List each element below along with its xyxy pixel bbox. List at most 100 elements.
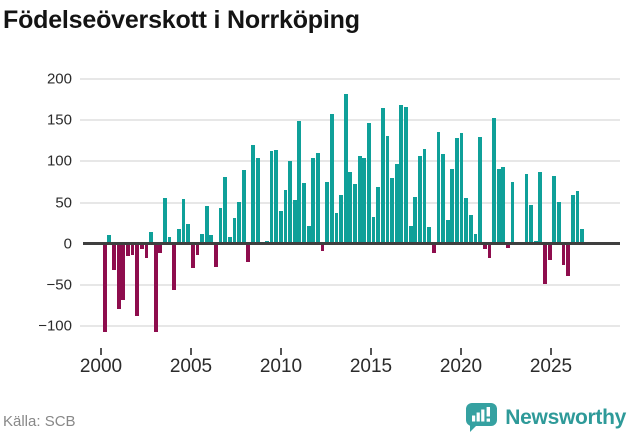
- x-axis-label: 2025: [529, 356, 573, 377]
- bar: [538, 172, 543, 244]
- bar: [214, 245, 218, 267]
- source-note: Källa: SCB: [3, 413, 76, 430]
- y-axis-label: 150: [46, 111, 72, 129]
- bar: [566, 245, 571, 276]
- gridline: [80, 325, 620, 327]
- bar: [487, 245, 492, 259]
- bar: [130, 245, 135, 256]
- bar: [478, 136, 483, 244]
- bar: [139, 245, 144, 250]
- bar: [255, 158, 260, 244]
- bar: [125, 245, 130, 256]
- brand-footer: Newsworthy: [465, 402, 626, 433]
- bar: [561, 245, 566, 265]
- newsworthy-logo-icon: [465, 402, 498, 433]
- bar: [362, 158, 367, 244]
- y-axis-label: −100: [38, 317, 72, 335]
- bar: [107, 234, 112, 244]
- x-axis-tick: [280, 348, 282, 355]
- bar: [575, 191, 580, 244]
- bar: [408, 226, 413, 244]
- bar: [390, 177, 394, 244]
- bar: [204, 205, 209, 244]
- bar: [311, 158, 316, 244]
- page-title: Födelseöverskott i Norrköping: [3, 6, 360, 34]
- gridline: [80, 283, 620, 286]
- bar: [292, 200, 297, 244]
- bar: [353, 183, 357, 244]
- bar: [334, 213, 339, 244]
- bar: [552, 176, 557, 244]
- bar: [394, 163, 399, 244]
- bar: [283, 190, 288, 244]
- bar: [316, 153, 320, 244]
- bar: [339, 195, 343, 244]
- x-axis-tick: [190, 348, 192, 355]
- bar: [547, 245, 552, 260]
- x-axis-tick: [550, 348, 552, 355]
- bar: [492, 117, 496, 244]
- bar: [473, 233, 478, 244]
- bar: [246, 245, 251, 262]
- bar: [227, 237, 232, 244]
- x-axis-label: 2020: [439, 356, 483, 377]
- gridline: [80, 119, 620, 122]
- bar: [464, 198, 469, 244]
- y-axis-label: 100: [46, 152, 72, 170]
- bar: [455, 137, 459, 244]
- bar: [181, 199, 186, 244]
- bar: [417, 155, 422, 244]
- bar: [557, 201, 561, 244]
- bar: [190, 245, 195, 269]
- bar: [167, 237, 172, 244]
- bar: [269, 150, 274, 244]
- bar: [501, 167, 506, 244]
- bar: [404, 107, 408, 244]
- bar: [195, 245, 200, 256]
- bar: [459, 132, 464, 244]
- bar: [570, 195, 575, 244]
- bar: [153, 245, 158, 333]
- bar: [325, 181, 330, 244]
- bar: [357, 155, 362, 244]
- bar: [450, 168, 455, 244]
- y-axis-label: 200: [46, 70, 72, 88]
- bar: [186, 223, 191, 244]
- bar: [158, 245, 163, 254]
- bar: [121, 245, 126, 300]
- bar: [135, 245, 140, 316]
- y-axis-label: 0: [63, 235, 72, 253]
- bar: [144, 245, 149, 259]
- newsworthy-wordmark: Newsworthy: [505, 405, 626, 429]
- bar: [297, 121, 302, 244]
- bar: [237, 201, 241, 244]
- x-axis-label: 2005: [169, 356, 213, 377]
- zero-line: [83, 242, 620, 246]
- bar: [399, 104, 404, 244]
- bar: [436, 131, 441, 244]
- bar: [468, 214, 473, 244]
- bar: [306, 225, 311, 244]
- bar: [431, 245, 436, 254]
- bar: [380, 107, 385, 244]
- bar: [102, 245, 107, 333]
- bar: [172, 245, 177, 290]
- bar: [427, 227, 432, 244]
- bar: [241, 169, 246, 244]
- bar: [441, 153, 445, 244]
- bar: [320, 245, 325, 251]
- bar: [422, 149, 427, 244]
- bar: [218, 208, 223, 244]
- x-axis-label: 2015: [349, 356, 393, 377]
- bar: [232, 218, 237, 244]
- bar: [366, 122, 371, 244]
- bar: [445, 219, 450, 244]
- x-axis-label: 2000: [79, 356, 123, 377]
- bar: [413, 196, 418, 244]
- bar: [348, 172, 353, 244]
- bar: [302, 182, 306, 244]
- x-axis-tick: [370, 348, 372, 355]
- y-axis-label: 50: [55, 194, 72, 212]
- bar: [176, 228, 181, 244]
